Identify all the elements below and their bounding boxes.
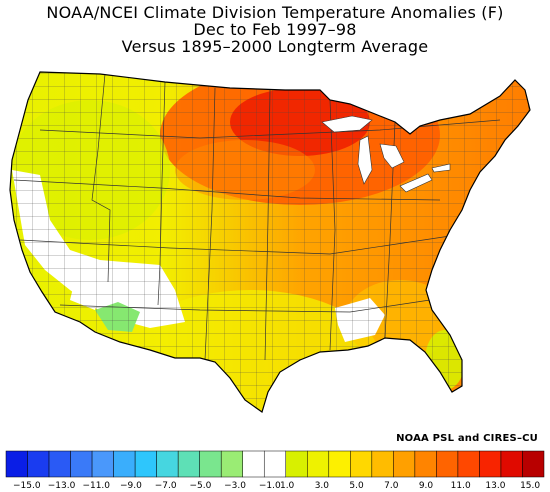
- legend-swatch: [414, 450, 437, 478]
- legend-swatch: [479, 450, 502, 478]
- legend-swatch: [70, 450, 93, 478]
- legend-swatch: [307, 450, 330, 478]
- legend-swatch: [500, 450, 523, 478]
- legend-tick-label: 5.0: [349, 481, 364, 491]
- map-title: NOAA/NCEI Climate Division Temperature A…: [46, 3, 504, 22]
- legend-swatch: [393, 450, 416, 478]
- map-period: Dec to Feb 1997–98: [193, 20, 357, 39]
- legend-tick-label: −1.0: [259, 481, 281, 491]
- legend-tick-label: 3.0: [315, 481, 330, 491]
- legend-swatch: [113, 450, 136, 478]
- legend-tick-label: 11.0: [451, 481, 471, 491]
- legend-tick-label: 13.0: [485, 481, 505, 491]
- legend-tick-label: 1.0: [280, 481, 295, 491]
- legend-swatch: [199, 450, 222, 478]
- legend-tick-label: −9.0: [120, 481, 142, 491]
- map-baseline: Versus 1895–2000 Longterm Average: [121, 37, 429, 56]
- legend-tick-label: −7.0: [155, 481, 177, 491]
- legend-tick-label: −11.0: [82, 481, 110, 491]
- legend-swatch: [457, 450, 480, 478]
- legend-swatch: [134, 450, 157, 478]
- legend-swatch: [522, 450, 545, 478]
- legend-tick-label: −3.0: [224, 481, 246, 491]
- legend-swatch: [350, 450, 373, 478]
- legend-swatch: [5, 450, 28, 478]
- legend-swatch: [371, 450, 394, 478]
- legend-swatch: [285, 450, 308, 478]
- color-legend: −15.0 −13.0 −11.0 −9.0 −7.0 −5.0 −3.0 −1.0 1.0 3.…: [5, 450, 545, 491]
- legend-tick-label: 7.0: [384, 481, 399, 491]
- legend-swatch: [263, 450, 287, 478]
- legend-tick-label: −5.0: [189, 481, 211, 491]
- legend-swatch: [328, 450, 351, 478]
- legend-tick-label: 15.0: [520, 481, 540, 491]
- legend-swatch: [220, 450, 243, 478]
- data-credit: NOAA PSL and CIRES–CU: [396, 433, 538, 444]
- us-climate-division-map: [9, 71, 531, 413]
- legend-swatch: [48, 450, 71, 478]
- legend-swatch: [156, 450, 179, 478]
- legend-tick-label: −13.0: [48, 481, 76, 491]
- legend-tick-label: −15.0: [13, 481, 41, 491]
- legend-swatch: [242, 450, 265, 478]
- legend-swatch: [436, 450, 459, 478]
- legend-swatch: [27, 450, 50, 478]
- legend-swatch: [177, 450, 200, 478]
- legend-swatch: [91, 450, 114, 478]
- legend-tick-label: 9.0: [419, 481, 434, 491]
